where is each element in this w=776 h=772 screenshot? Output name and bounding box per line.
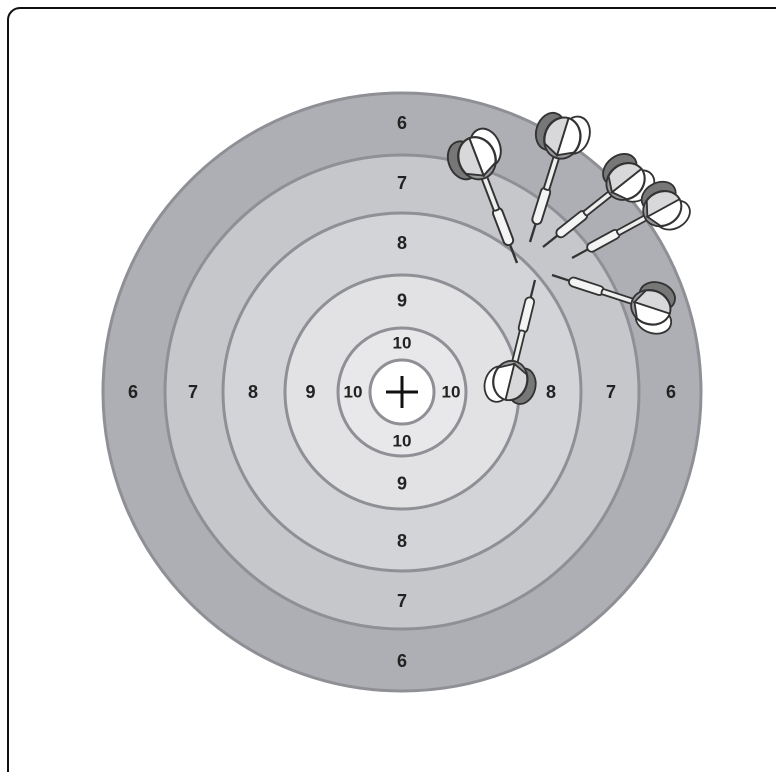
ring-label: 8	[546, 382, 556, 402]
ring-label: 8	[397, 531, 407, 551]
ring-label: 10	[393, 431, 412, 450]
ring-label: 9	[397, 290, 407, 310]
ring-label: 10	[344, 382, 363, 401]
ring-label: 7	[188, 382, 198, 402]
ring-label: 6	[397, 113, 407, 133]
ring-label: 6	[397, 651, 407, 671]
ring-label: 6	[666, 382, 676, 402]
dartboard-scene: 666677778888999910101010	[0, 0, 776, 772]
ring-label: 8	[248, 382, 258, 402]
ring-label: 7	[397, 591, 407, 611]
ring-label: 6	[128, 382, 138, 402]
bullseye	[370, 360, 434, 424]
ring-label: 7	[397, 173, 407, 193]
ring-label: 7	[606, 382, 616, 402]
ring-label: 9	[397, 473, 407, 493]
ring-label: 10	[393, 333, 412, 352]
ring-label: 10	[442, 382, 461, 401]
ring-label: 9	[305, 382, 315, 402]
ring-label: 8	[397, 233, 407, 253]
